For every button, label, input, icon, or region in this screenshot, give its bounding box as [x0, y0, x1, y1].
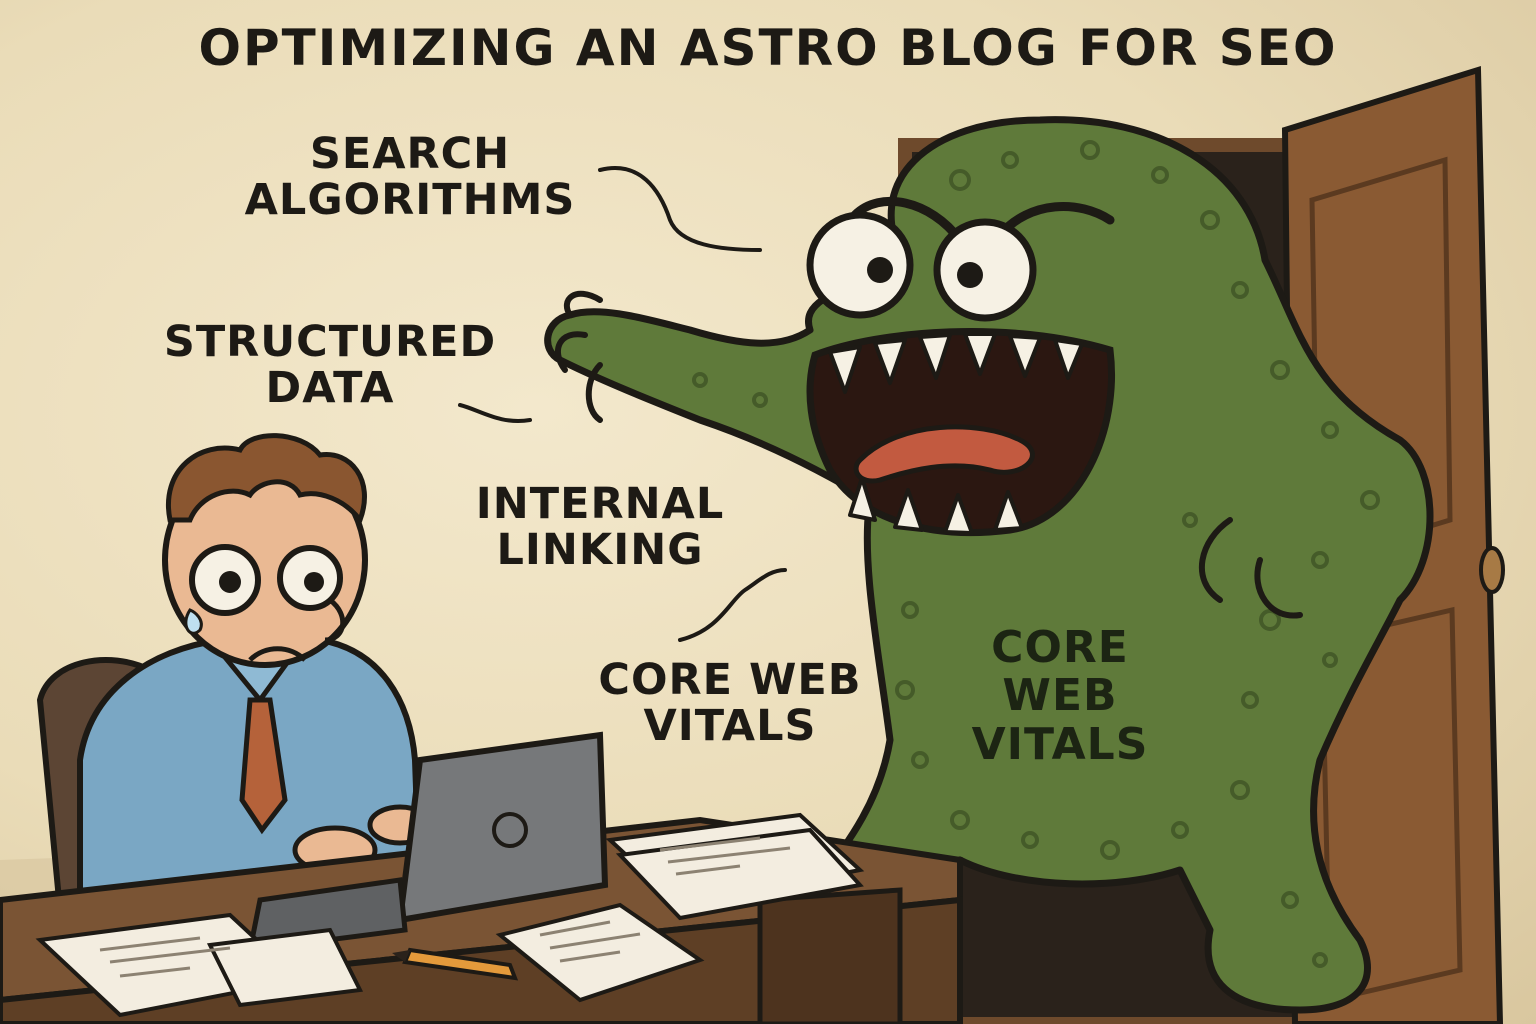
monster-belly-text: CORE WEB VITALS: [900, 622, 1220, 770]
pencil: [392, 947, 519, 981]
belly-line: CORE: [991, 622, 1129, 673]
label-line: STRUCTURED: [163, 317, 497, 367]
label-internal-linking: INTERNAL LINKING: [380, 479, 820, 575]
laptop: [246, 731, 609, 953]
label-core-web-vitals: CORE WEB VITALS: [540, 655, 920, 751]
label-search-algorithms: SEARCH ALGORITHMS: [190, 129, 630, 225]
label-line: VITALS: [643, 700, 817, 751]
label-line: DATA: [265, 362, 395, 413]
stressed-man: [77, 433, 433, 903]
label-line: ALGORITHMS: [244, 174, 576, 225]
monster: [544, 116, 1434, 1014]
label-line: SEARCH: [309, 129, 511, 179]
paper-lines: [99, 836, 791, 978]
label-line: CORE WEB: [598, 655, 862, 705]
belly-line: VITALS: [971, 718, 1149, 770]
papers: [35, 812, 865, 1018]
label-structured-data: STRUCTURED DATA: [110, 317, 550, 413]
page-title: OPTIMIZING AN ASTRO BLOG FOR SEO: [198, 19, 1338, 77]
label-line: INTERNAL: [475, 479, 725, 529]
squiggle-lines: [458, 166, 787, 642]
belly-line: WEB: [1002, 670, 1118, 722]
label-line: LINKING: [496, 524, 704, 575]
